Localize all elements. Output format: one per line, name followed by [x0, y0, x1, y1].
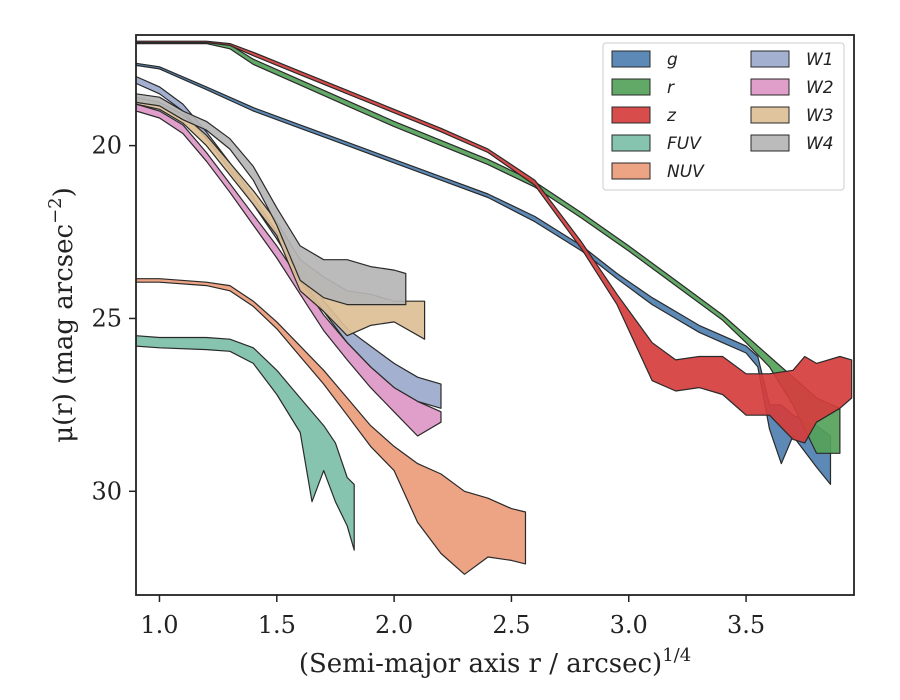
band-fuv: [136, 335, 355, 551]
legend-swatch-w2: [750, 78, 790, 96]
band-g: [136, 62, 832, 485]
x-tick-label: 2.0: [375, 611, 413, 639]
series-bands: [136, 40, 853, 575]
x-axis-label: (Semi-major axis r / arcsec)1/4: [299, 645, 691, 679]
y-tick-label: 25: [91, 304, 122, 332]
legend-swatch-g: [611, 50, 651, 68]
y-tick-label: 30: [91, 477, 122, 505]
band-w2: [136, 103, 442, 437]
legend-swatch-w3: [750, 106, 790, 124]
legend-label-w3: W3: [806, 106, 834, 126]
band-nuv: [136, 278, 527, 575]
legend-label-r: r: [667, 78, 675, 98]
x-tick-label: 1.5: [258, 611, 296, 639]
y-tick-label: 20: [91, 132, 122, 160]
legend-label-g: g: [667, 50, 678, 70]
legend-swatch-z: [611, 106, 651, 124]
y-axis-label: μ(r) (mag arcsec−2): [45, 187, 79, 443]
band-r: [136, 41, 841, 454]
legend-swatch-nuv: [611, 162, 651, 180]
legend-label-fuv: FUV: [667, 134, 702, 154]
x-tick-label: 1.0: [140, 611, 178, 639]
x-tick-label: 3.0: [610, 611, 648, 639]
x-axis: 1.0 1.5 2.0 2.5 3.0 3.5: [140, 595, 765, 639]
legend-label-w1: W1: [806, 50, 834, 70]
legend-swatch-w1: [750, 50, 790, 68]
legend-label-z: z: [666, 106, 677, 126]
legend-label-w4: W4: [806, 134, 834, 154]
legend-swatch-fuv: [611, 134, 651, 152]
legend-swatch-w4: [750, 134, 790, 152]
legend: grz FUV NUV W1 W2 W3 W4: [602, 42, 845, 191]
band-w3: [136, 96, 426, 340]
x-tick-label: 2.5: [492, 611, 530, 639]
y-axis: 20 25 30: [91, 132, 136, 505]
x-tick-label: 3.5: [727, 611, 765, 639]
legend-label-w2: W2: [806, 78, 834, 98]
plot-frame: [135, 34, 855, 596]
band-w4: [136, 93, 407, 306]
legend-label-nuv: NUV: [667, 162, 705, 182]
band-z: [136, 40, 853, 444]
legend-swatch-r: [611, 78, 651, 96]
